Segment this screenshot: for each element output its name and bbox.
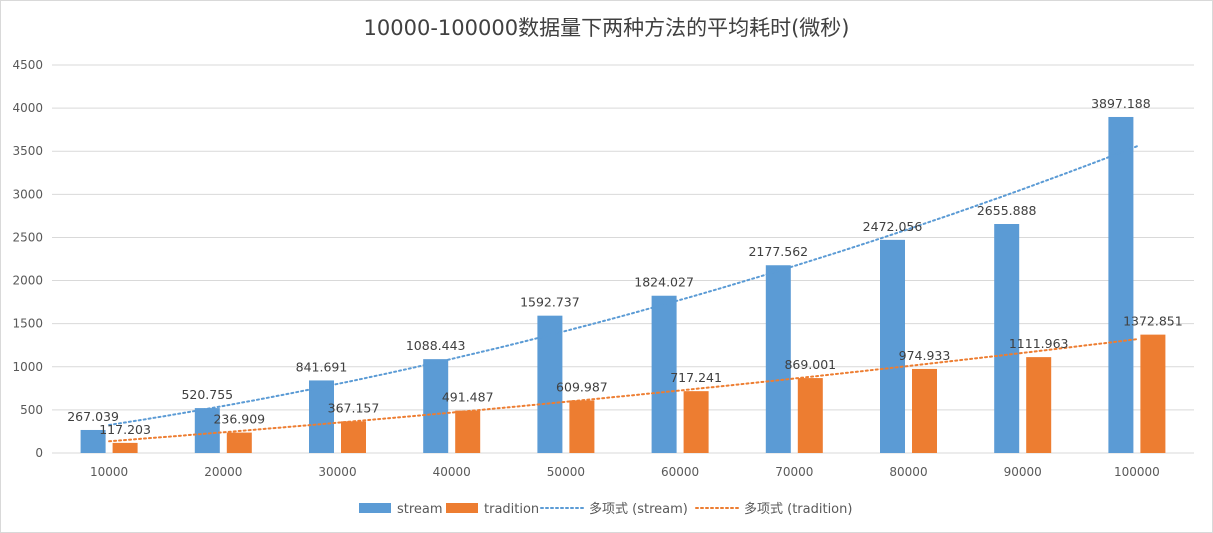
x-tick-label: 90000 bbox=[1004, 465, 1042, 479]
bar-stream bbox=[537, 315, 563, 453]
data-label-stream: 1088.443 bbox=[406, 338, 466, 353]
data-label-stream: 520.755 bbox=[181, 387, 233, 402]
bar-stream bbox=[651, 295, 677, 453]
legend-label: stream bbox=[397, 502, 443, 517]
y-tick-label: 3000 bbox=[12, 187, 43, 201]
x-tick-label: 30000 bbox=[318, 465, 356, 479]
chart-title: 10000-100000数据量下两种方法的平均耗时(微秒) bbox=[363, 16, 850, 40]
bar-stream bbox=[994, 224, 1020, 453]
trendline-tradition bbox=[108, 338, 1138, 443]
bar-tradition bbox=[912, 368, 937, 453]
data-label-tradition: 491.487 bbox=[442, 390, 494, 405]
data-label-stream: 2472.056 bbox=[863, 219, 923, 234]
bar-tradition bbox=[569, 400, 595, 453]
bar-stream bbox=[765, 265, 791, 453]
data-label-stream: 1592.737 bbox=[520, 295, 580, 310]
data-label-stream: 2177.562 bbox=[748, 244, 808, 259]
legend-label: 多项式 (stream) bbox=[589, 501, 688, 517]
trendline-stream bbox=[108, 145, 1138, 426]
bar-stream bbox=[194, 408, 220, 453]
y-tick-label: 2500 bbox=[12, 230, 43, 244]
y-tick-label: 500 bbox=[20, 403, 43, 417]
data-label-stream: 1824.027 bbox=[634, 275, 694, 290]
bar-tradition bbox=[1026, 357, 1052, 453]
y-tick-label: 2000 bbox=[12, 274, 43, 288]
data-label-tradition: 717.241 bbox=[670, 370, 722, 385]
bar-tradition bbox=[455, 410, 481, 453]
x-tick-label: 60000 bbox=[661, 465, 699, 479]
data-label-tradition: 367.157 bbox=[328, 400, 380, 415]
bar-tradition bbox=[341, 421, 366, 453]
data-label-stream: 841.691 bbox=[296, 359, 348, 374]
y-tick-label: 3500 bbox=[12, 144, 43, 158]
x-tick-label: 20000 bbox=[204, 465, 242, 479]
x-tick-label: 50000 bbox=[547, 465, 585, 479]
legend-label: tradition bbox=[484, 502, 539, 517]
bar-stream bbox=[1108, 116, 1134, 453]
bar-stream bbox=[880, 239, 905, 453]
y-tick-label: 4000 bbox=[12, 101, 43, 115]
y-tick-label: 1500 bbox=[12, 317, 43, 331]
bar-tradition bbox=[683, 391, 709, 453]
bar-tradition bbox=[226, 432, 252, 453]
x-tick-label: 10000 bbox=[90, 465, 128, 479]
data-label-tradition: 236.909 bbox=[213, 412, 265, 427]
bar-tradition bbox=[112, 442, 138, 453]
data-label-tradition: 609.987 bbox=[556, 379, 608, 394]
data-label-stream: 2655.888 bbox=[977, 203, 1037, 218]
data-label-tradition: 869.001 bbox=[784, 357, 836, 372]
bar-stream bbox=[309, 380, 334, 453]
data-label-tradition: 1111.963 bbox=[1009, 336, 1069, 351]
y-tick-label: 4500 bbox=[12, 58, 43, 72]
y-tick-label: 1000 bbox=[12, 360, 43, 374]
bar-tradition bbox=[797, 378, 823, 453]
data-label-stream: 267.039 bbox=[67, 409, 119, 424]
bar-tradition bbox=[1140, 334, 1166, 453]
x-tick-label: 80000 bbox=[889, 465, 927, 479]
data-label-stream: 3897.188 bbox=[1091, 96, 1151, 111]
legend-swatch bbox=[446, 503, 478, 513]
data-label-tradition: 1372.851 bbox=[1123, 314, 1183, 329]
bar-stream bbox=[80, 429, 106, 453]
legend-swatch bbox=[359, 503, 391, 513]
x-tick-label: 70000 bbox=[775, 465, 813, 479]
x-tick-label: 40000 bbox=[433, 465, 471, 479]
data-label-tradition: 117.203 bbox=[99, 422, 151, 437]
data-label-tradition: 974.933 bbox=[899, 348, 951, 363]
x-tick-label: 100000 bbox=[1114, 465, 1160, 479]
bar-stream bbox=[423, 359, 449, 453]
y-tick-label: 0 bbox=[35, 446, 43, 460]
legend-label: 多项式 (tradition) bbox=[744, 501, 852, 517]
